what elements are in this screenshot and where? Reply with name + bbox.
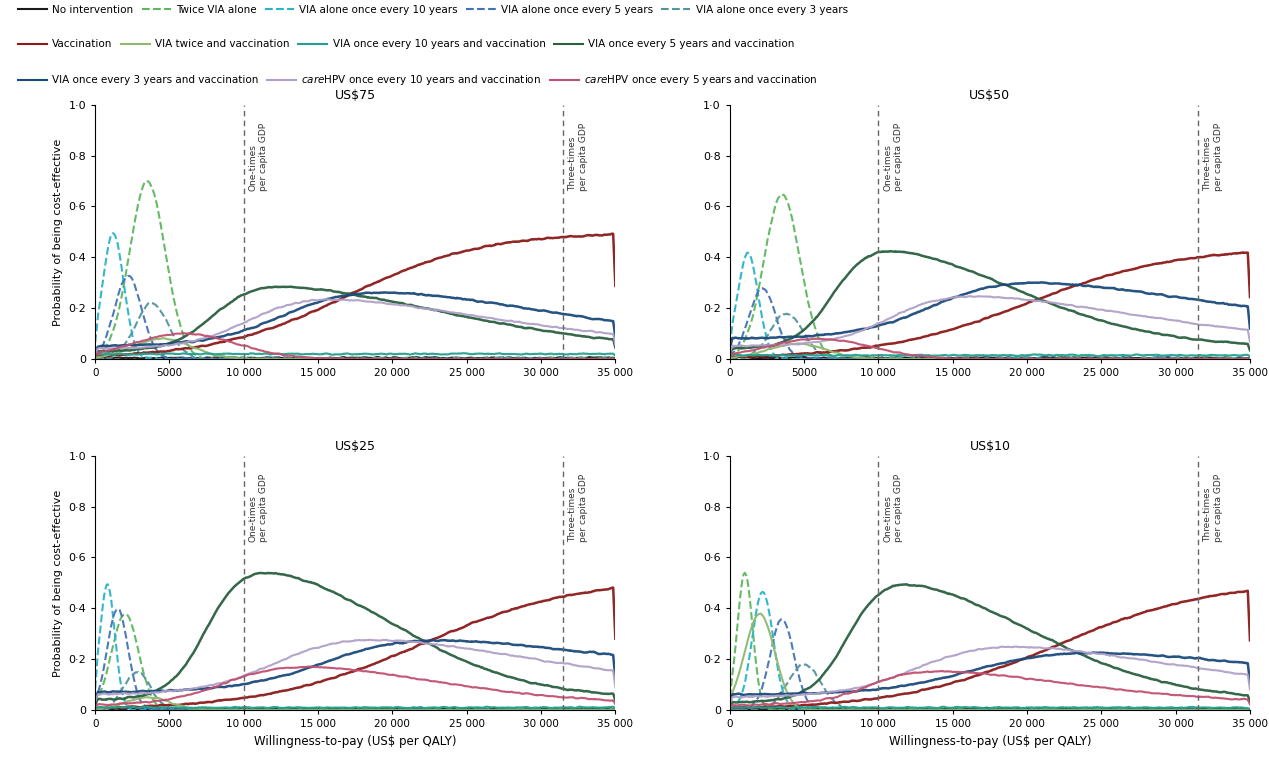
Text: Three-times
per capita GDP: Three-times per capita GDP — [1203, 473, 1222, 542]
Text: One-times
per capita GDP: One-times per capita GDP — [249, 473, 269, 542]
Title: US$50: US$50 — [970, 89, 1010, 102]
X-axis label: Willingness-to-pay (US$ per QALY): Willingness-to-pay (US$ per QALY) — [254, 735, 457, 747]
Text: One-times
per capita GDP: One-times per capita GDP — [883, 123, 904, 191]
Y-axis label: Probability of being cost-effective: Probability of being cost-effective — [53, 489, 63, 677]
Title: US$75: US$75 — [335, 89, 376, 102]
Text: One-times
per capita GDP: One-times per capita GDP — [883, 473, 904, 542]
Legend: Vaccination, VIA twice and vaccination, VIA once every 10 years and vaccination,: Vaccination, VIA twice and vaccination, … — [18, 40, 794, 50]
Text: Three-times
per capita GDP: Three-times per capita GDP — [1203, 123, 1222, 191]
Text: Three-times
per capita GDP: Three-times per capita GDP — [569, 123, 588, 191]
Y-axis label: Probability of being cost-effective: Probability of being cost-effective — [53, 138, 63, 326]
Text: Three-times
per capita GDP: Three-times per capita GDP — [569, 473, 588, 542]
Title: US$10: US$10 — [970, 440, 1010, 453]
Legend: VIA once every 3 years and vaccination, $\it{care}$HPV once every 10 years and v: VIA once every 3 years and vaccination, … — [18, 74, 817, 88]
Text: One-times
per capita GDP: One-times per capita GDP — [249, 123, 269, 191]
Legend: No intervention, Twice VIA alone, VIA alone once every 10 years, VIA alone once : No intervention, Twice VIA alone, VIA al… — [18, 5, 848, 16]
X-axis label: Willingness-to-pay (US$ per QALY): Willingness-to-pay (US$ per QALY) — [888, 735, 1091, 747]
Title: US$25: US$25 — [335, 440, 376, 453]
